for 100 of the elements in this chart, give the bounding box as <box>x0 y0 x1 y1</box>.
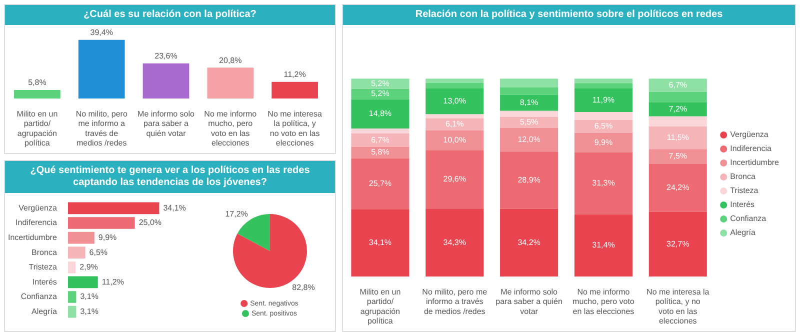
bar <box>351 78 410 89</box>
x-tick-label: No me interesa la política, y no voto en las elecciones <box>646 288 710 326</box>
bar <box>500 88 558 95</box>
data-label: 5,8% <box>28 78 46 88</box>
data-label: 11,2% <box>102 277 124 286</box>
data-label: 9,9% <box>98 233 117 242</box>
bar <box>142 63 190 99</box>
chart-title: ¿Qué sentimiento te genera ver a los políticos en las redes captando las tendencias de los jóvenes? <box>5 161 335 193</box>
bar <box>351 146 410 158</box>
bar <box>574 112 632 120</box>
data-label: 31,4% <box>592 240 615 250</box>
legend-label: Tristeza <box>730 186 759 196</box>
bar <box>648 212 707 277</box>
bar <box>68 202 160 214</box>
x-tick-label: No me informo mucho, pero voto en las elecciones <box>204 110 258 148</box>
y-tick-label: Alegría <box>32 307 58 316</box>
bar <box>426 78 484 83</box>
bar <box>648 126 707 150</box>
bar <box>426 150 484 209</box>
data-label: 29,6% <box>443 174 466 184</box>
data-label: 5,2% <box>371 89 390 98</box>
x-tick-label: No me interesa la política, y no voto en las elecciones <box>268 110 322 148</box>
bar <box>574 120 632 133</box>
bar <box>500 128 558 152</box>
y-tick-label: Bronca <box>32 248 58 257</box>
data-label: 6,1% <box>446 119 464 128</box>
bar <box>574 78 632 84</box>
y-tick-label: Vergüenza <box>18 203 58 212</box>
bar <box>351 99 410 128</box>
data-label: 39,4% <box>90 28 113 38</box>
data-label: 34,1% <box>368 238 392 248</box>
data-label: 12,0% <box>518 134 540 144</box>
x-tick-label: No milito, pero me informo a través de medios /redes <box>422 288 488 316</box>
bar <box>648 149 707 164</box>
bar <box>500 110 558 118</box>
chart-title: ¿Cuál es su relación con la política? <box>5 5 335 25</box>
data-label: 31,3% <box>592 178 615 188</box>
y-tick-label: Indiferencia <box>16 218 58 228</box>
bar <box>648 116 707 126</box>
data-label: 24,2% <box>666 183 690 192</box>
x-tick-label: No milito, pero me informo a través de medios /redes <box>76 110 128 148</box>
data-label: 7,2% <box>668 104 687 114</box>
data-label: 7,5% <box>668 152 687 161</box>
data-label: 23,6% <box>154 52 178 61</box>
data-label: 34,2% <box>518 238 540 247</box>
data-label: 25,0% <box>138 218 162 228</box>
bar <box>426 88 484 114</box>
x-tick-label: Me informo solo para saber a quién votar <box>496 288 562 316</box>
bar <box>78 40 125 99</box>
data-label: 6,5% <box>89 248 108 257</box>
data-label: 28,9% <box>518 175 540 184</box>
data-label: 5,2% <box>371 78 390 88</box>
bar <box>207 68 254 99</box>
data-label: 6,7% <box>668 80 687 90</box>
bar <box>68 217 135 229</box>
y-tick-label: Interés <box>32 277 57 286</box>
bar <box>648 164 707 212</box>
bar <box>500 117 558 128</box>
data-label: 2,9% <box>80 262 98 272</box>
data-label: 82,8% <box>292 283 315 292</box>
x-tick-label: Milito en un partido/ agrupación política <box>16 110 58 148</box>
legend-label: Incertidumbre <box>730 158 780 168</box>
data-label: 3,1% <box>80 292 98 302</box>
bar <box>574 214 632 277</box>
bar <box>351 128 410 134</box>
bar <box>351 133 410 147</box>
data-label: 8,1% <box>520 98 538 108</box>
data-label: 11,9% <box>592 95 615 104</box>
bar <box>68 276 98 288</box>
bar <box>500 78 558 88</box>
bar <box>574 152 632 214</box>
data-label: 32,7% <box>666 239 690 248</box>
bar <box>648 78 707 92</box>
bar <box>648 102 707 116</box>
bar <box>648 92 707 102</box>
bar <box>426 208 484 277</box>
chart-title: Relación con la política y sentimiento sobre el políticos en redes <box>343 5 795 25</box>
bar <box>351 209 410 277</box>
data-label: 20,8% <box>219 56 242 65</box>
data-label: 5,8% <box>371 148 390 157</box>
x-tick-label: No me informo mucho, pero voto en las elecciones <box>572 288 635 316</box>
bar <box>272 82 318 99</box>
data-label: 34,3% <box>443 238 466 247</box>
x-tick-label: Me informo solo para saber a quién votar <box>138 110 195 138</box>
x-tick-label: Milito en un partido/ agrupación política <box>360 288 401 326</box>
data-label: 11,5% <box>666 132 689 142</box>
data-label: 6,7% <box>371 135 390 144</box>
legend-label: Bronca <box>730 172 756 182</box>
legend-label: Vergüenza <box>730 130 769 140</box>
data-label: 5,5% <box>520 118 538 127</box>
data-label: 10,0% <box>443 135 466 144</box>
y-tick-label: Tristeza <box>28 262 58 272</box>
bar <box>500 152 558 209</box>
bar <box>500 208 558 277</box>
bar <box>574 132 632 152</box>
bar <box>68 291 76 303</box>
y-tick-label: Incertidumbre <box>8 233 58 242</box>
bar <box>426 130 484 150</box>
legend-label: Interés <box>730 200 755 210</box>
bar <box>68 261 76 274</box>
